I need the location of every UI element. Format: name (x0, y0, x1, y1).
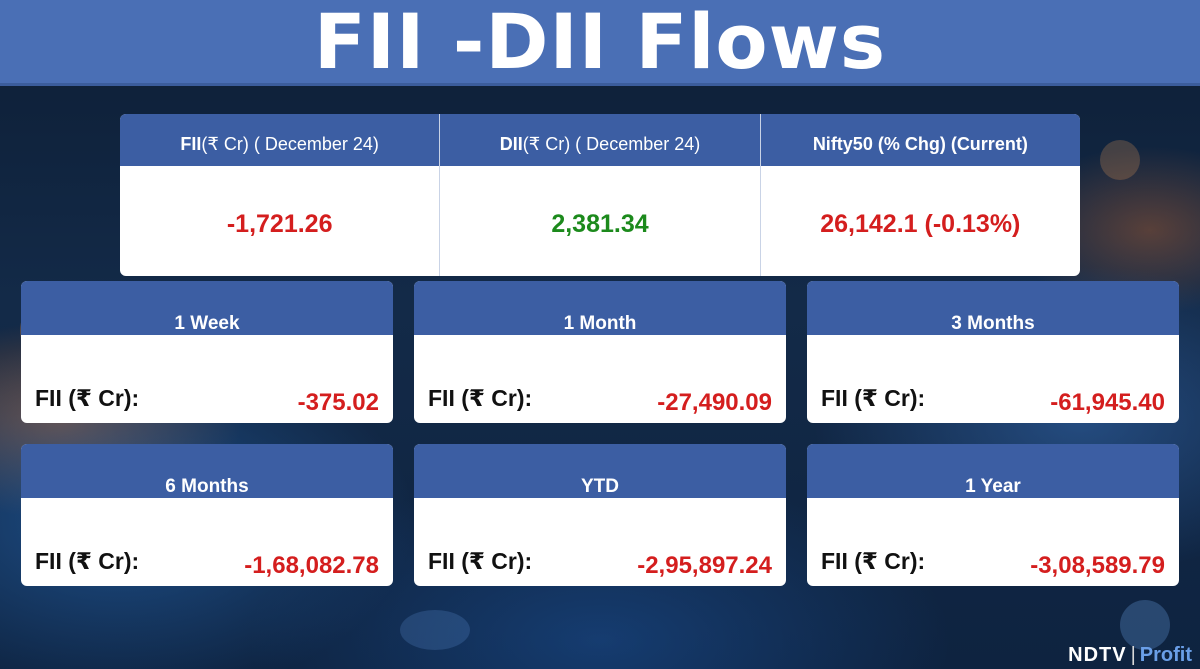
card-label: FII (₹ Cr): (35, 385, 140, 411)
summary-value: 2,381.34 (551, 209, 649, 238)
summary-dii: DII (₹ Cr) ( December 24) 2,381.34 (440, 114, 761, 276)
card-title: 6 Months (21, 444, 393, 498)
card-body: FII (₹ Cr): -1,68,082.78 (21, 498, 393, 586)
card-body: FII (₹ Cr): -27,490.09 (414, 335, 786, 423)
summary-value: -1,721.26 (226, 209, 333, 238)
card-label: FII (₹ Cr): (35, 548, 140, 574)
summary-header: DII (₹ Cr) ( December 24) (440, 114, 760, 166)
brand-logo: NDTV | Profit (1068, 644, 1192, 667)
summary-header-rest: (₹ Cr) ( December 24) (201, 133, 379, 154)
brand-separator: | (1130, 644, 1136, 666)
card-title: 1 Week (21, 281, 393, 335)
summary-header-bold: DII (499, 133, 523, 154)
summary-header-bold: Nifty50 (% Chg) (Current) (812, 133, 1028, 154)
summary-header: Nifty50 (% Chg) (Current) (760, 114, 1080, 166)
card-label: FII (₹ Cr): (428, 548, 533, 574)
card-body: FII (₹ Cr): -375.02 (21, 335, 393, 423)
card-label: FII (₹ Cr): (821, 385, 926, 411)
summary-header: FII (₹ Cr) ( December 24) (120, 114, 440, 166)
period-card-ytd: YTD FII (₹ Cr): -2,95,897.24 (414, 444, 786, 586)
card-label: FII (₹ Cr): (821, 548, 926, 574)
period-card-1-month: 1 Month FII (₹ Cr): -27,490.09 (414, 281, 786, 423)
card-body: FII (₹ Cr): -61,945.40 (807, 335, 1179, 423)
brand-name: NDTV (1068, 644, 1127, 666)
card-value: -61,945.40 (1050, 389, 1165, 416)
card-title: 3 Months (807, 281, 1179, 335)
card-value: -2,95,897.24 (637, 552, 772, 579)
card-title: 1 Year (807, 444, 1179, 498)
summary-fii: FII (₹ Cr) ( December 24) -1,721.26 (120, 114, 441, 276)
period-card-1-week: 1 Week FII (₹ Cr): -375.02 (21, 281, 393, 423)
card-title: 1 Month (414, 281, 786, 335)
page-header: FII -DII Flows (0, 0, 1200, 86)
summary-header-bold: FII (180, 133, 202, 154)
period-card-6-months: 6 Months FII (₹ Cr): -1,68,082.78 (21, 444, 393, 586)
card-label: FII (₹ Cr): (428, 385, 533, 411)
background-glow (400, 610, 470, 650)
background-glow (1120, 600, 1170, 650)
summary-nifty: Nifty50 (% Chg) (Current) 26,142.1 (-0.1… (760, 114, 1080, 276)
summary-table: FII (₹ Cr) ( December 24) -1,721.26 DII (₹… (120, 114, 1080, 276)
brand-subname: Profit (1139, 644, 1192, 666)
period-card-1-year: 1 Year FII (₹ Cr): -3,08,589.79 (807, 444, 1179, 586)
period-card-3-months: 3 Months FII (₹ Cr): -61,945.40 (807, 281, 1179, 423)
card-value: -375.02 (297, 389, 379, 416)
card-title: YTD (414, 444, 786, 498)
summary-header-rest: (₹ Cr) ( December 24) (522, 133, 701, 154)
page-title: FII -DII Flows (313, 0, 887, 86)
card-value: -3,08,589.79 (1030, 552, 1165, 579)
summary-value: 26,142.1 (-0.13%) (820, 209, 1021, 238)
card-value: -1,68,082.78 (244, 552, 379, 579)
card-body: FII (₹ Cr): -2,95,897.24 (414, 498, 786, 586)
card-value: -27,490.09 (657, 389, 772, 416)
card-body: FII (₹ Cr): -3,08,589.79 (807, 498, 1179, 586)
background-glow (1100, 140, 1140, 180)
